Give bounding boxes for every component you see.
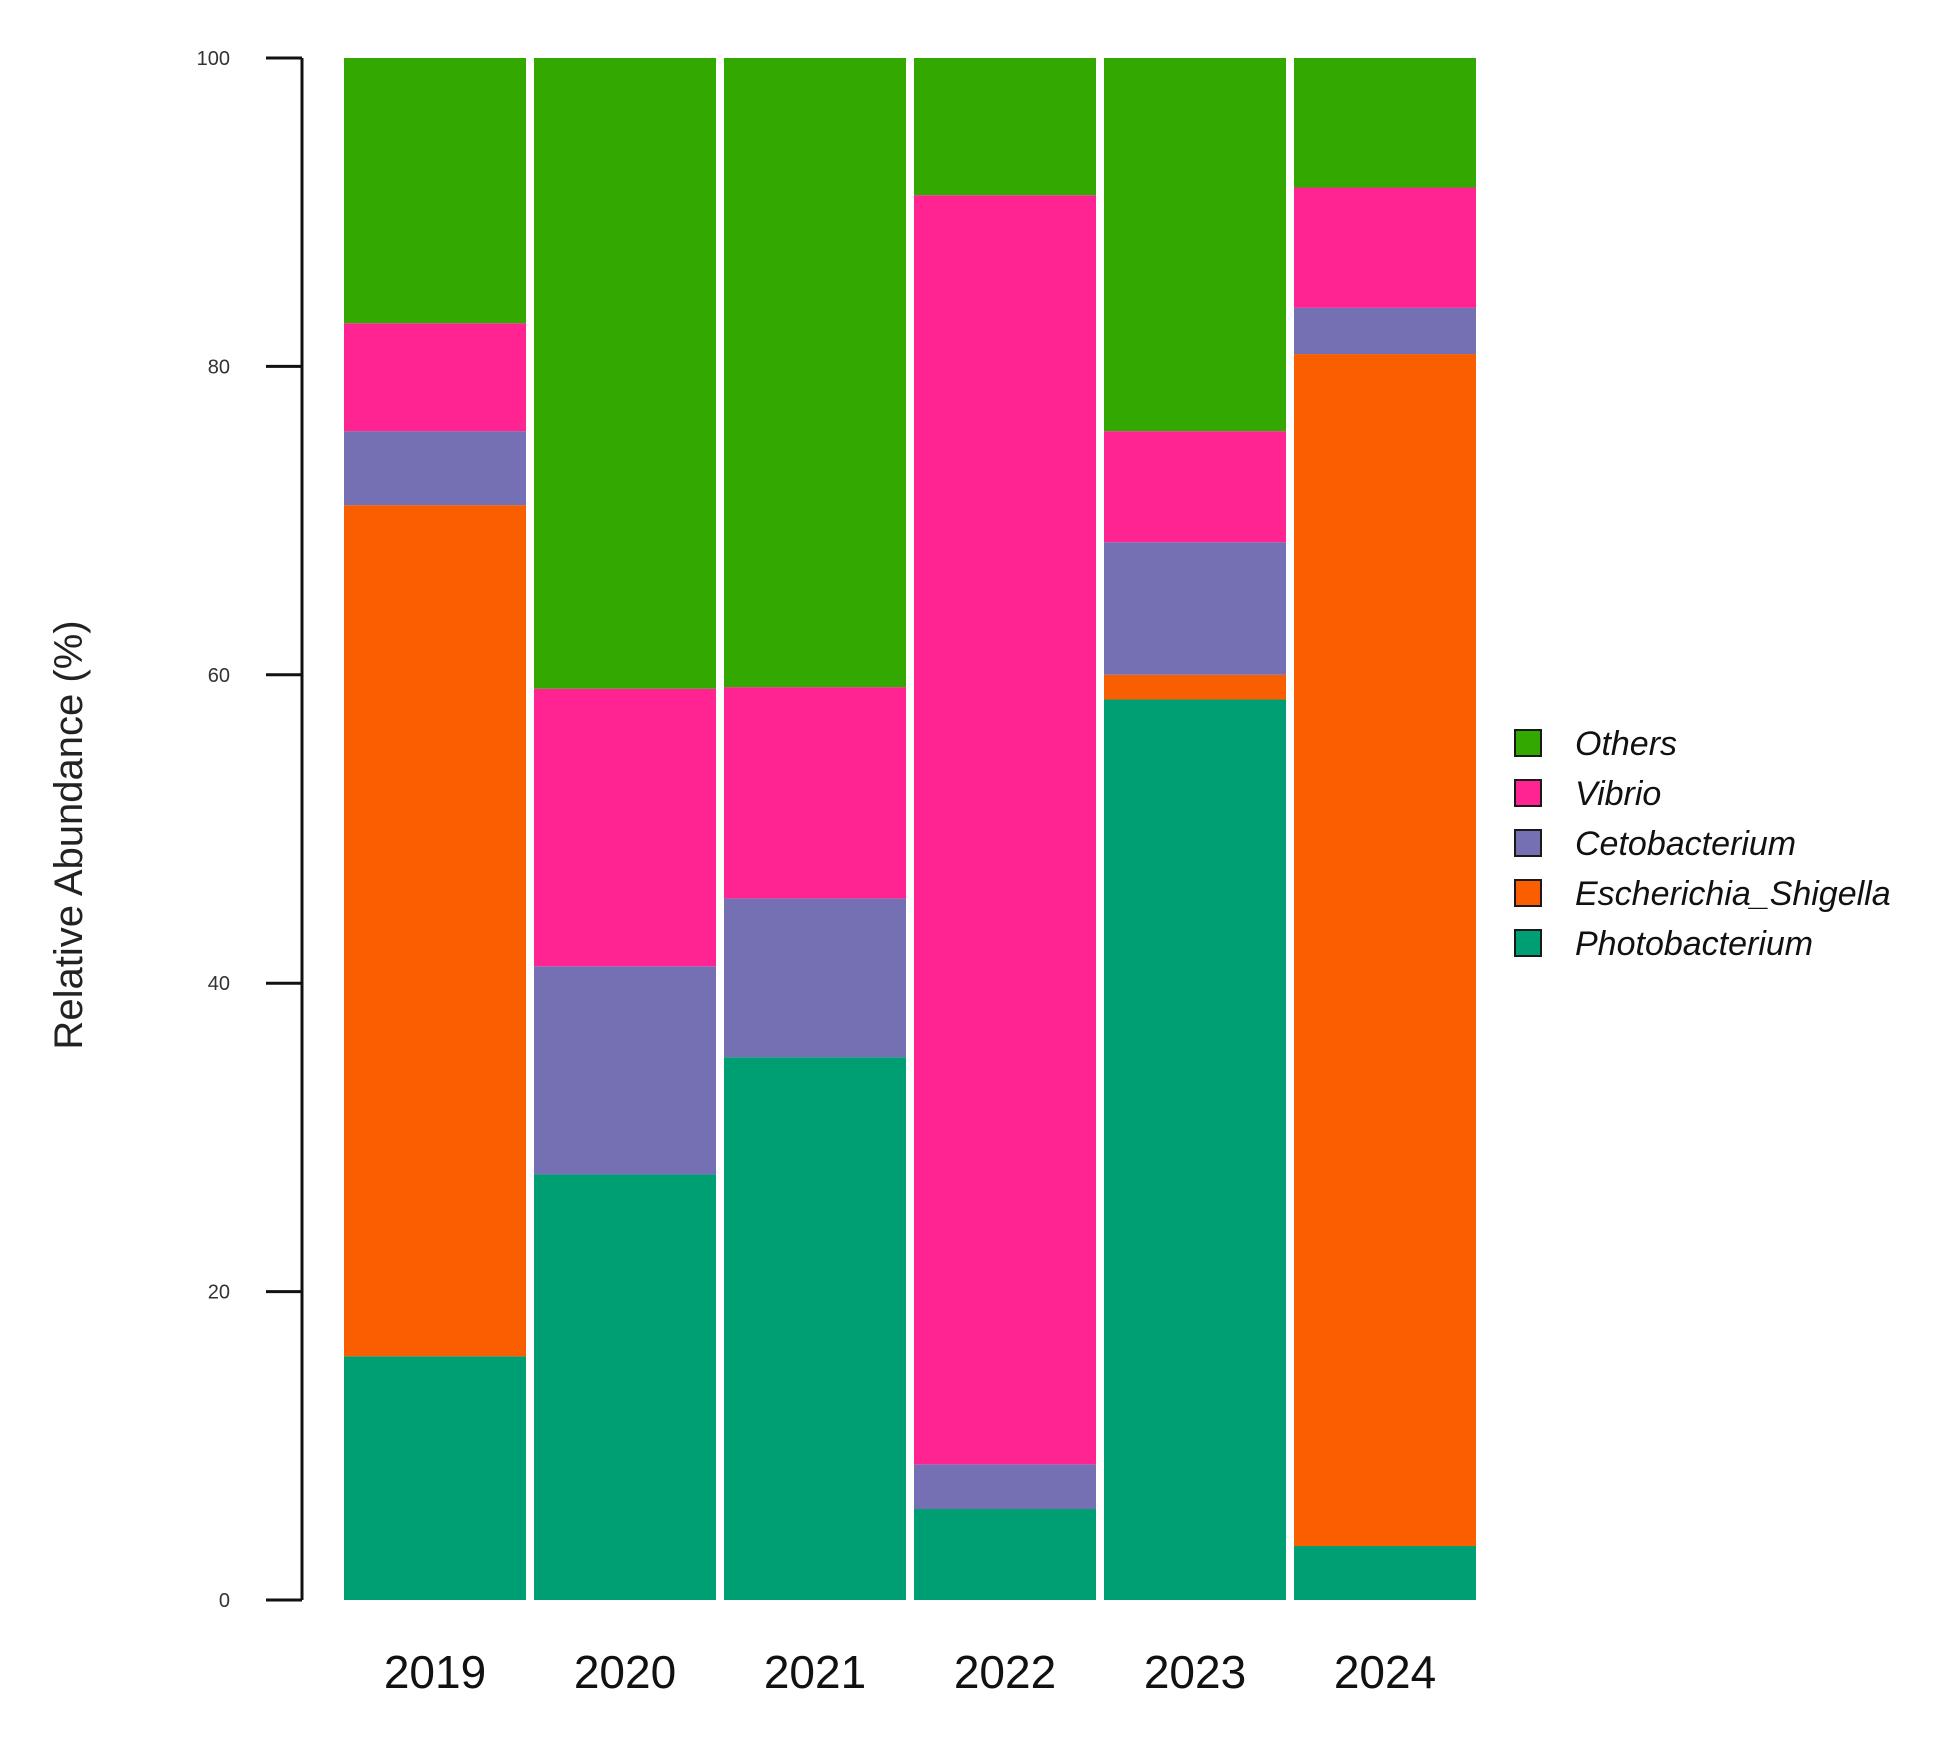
bar-segment-2023-cetobacterium [1104, 542, 1286, 675]
bar-stack-2023 [1104, 58, 1286, 1600]
bar-segment-2019-vibrio [344, 323, 526, 432]
bar-segment-2021-vibrio [724, 687, 906, 899]
x-tick-label-2022: 2022 [954, 1646, 1056, 1698]
bar-segment-2020-others [534, 58, 716, 689]
legend-label-others: Others [1575, 725, 1677, 763]
y-axis: 0 20 40 60 80 100 [197, 48, 304, 1612]
bar-segment-2024-others [1294, 58, 1476, 188]
legend: Others Vibrio Cetobacterium Escherichia_Shi… [1514, 725, 1891, 963]
legend-swatch-photobacterium [1514, 929, 1542, 957]
legend-item-photobacterium: Photobacterium [1514, 925, 1813, 963]
y-tick-label-60: 60 [208, 665, 230, 687]
bar-segment-2022-others [914, 58, 1096, 196]
bar-segment-2023-vibrio [1104, 431, 1286, 543]
bar-segment-2022-vibrio [914, 195, 1096, 1465]
x-tick-label-2019: 2019 [384, 1646, 486, 1698]
legend-swatch-others [1514, 729, 1542, 757]
y-tick-label-80: 80 [208, 356, 230, 378]
bar-segment-2022-photobacterium [914, 1509, 1096, 1600]
bar-segment-2024-vibrio [1294, 187, 1476, 308]
bar-stack-2020 [534, 58, 716, 1600]
bar-segment-2019-escherichia-shigella [344, 505, 526, 1357]
x-tick-label-2020: 2020 [574, 1646, 676, 1698]
x-tick-label-2021: 2021 [764, 1646, 866, 1698]
x-tick-label-2024: 2024 [1334, 1646, 1436, 1698]
legend-label-vibrio: Vibrio [1575, 775, 1661, 813]
bar-segment-2022-cetobacterium [914, 1464, 1096, 1510]
legend-swatch-escherichia-shigella [1514, 879, 1542, 907]
bar-segment-2021-cetobacterium [724, 898, 906, 1058]
legend-label-cetobacterium: Cetobacterium [1575, 825, 1796, 863]
bar-segment-2019-others [344, 58, 526, 324]
bar-segment-2020-cetobacterium [534, 966, 716, 1175]
legend-label-escherichia-shigella: Escherichia_Shigella [1575, 875, 1891, 913]
bar-segment-2020-vibrio [534, 688, 716, 967]
y-tick-label-20: 20 [208, 1282, 230, 1304]
bar-stack-2021 [724, 58, 906, 1600]
legend-item-escherichia-shigella: Escherichia_Shigella [1514, 875, 1891, 913]
y-tick-label-40: 40 [208, 973, 230, 995]
legend-label-photobacterium: Photobacterium [1575, 925, 1813, 963]
bar-segment-2021-others [724, 58, 906, 688]
y-tick-label-100: 100 [197, 48, 230, 70]
bar-segment-2023-others [1104, 58, 1286, 432]
legend-item-others: Others [1514, 725, 1677, 763]
bar-segment-2024-photobacterium [1294, 1546, 1476, 1600]
bar-segment-2024-cetobacterium [1294, 307, 1476, 355]
bar-stack-2019 [344, 58, 526, 1600]
y-tick-label-0: 0 [219, 1590, 230, 1612]
legend-item-cetobacterium: Cetobacterium [1514, 825, 1796, 863]
legend-swatch-cetobacterium [1514, 829, 1542, 857]
legend-swatch-vibrio [1514, 779, 1542, 807]
bar-segment-2023-escherichia-shigella [1104, 674, 1286, 700]
bar-segment-2019-photobacterium [344, 1356, 526, 1600]
bar-segment-2021-photobacterium [724, 1057, 906, 1600]
bar-segment-2019-cetobacterium [344, 431, 526, 506]
x-tick-label-2023: 2023 [1144, 1646, 1246, 1698]
y-axis-title: Relative Abundance (%) [47, 620, 91, 1049]
bars-layer [344, 58, 1476, 1600]
bar-segment-2024-escherichia-shigella [1294, 354, 1476, 1547]
bar-segment-2023-photobacterium [1104, 699, 1286, 1600]
legend-item-vibrio: Vibrio [1514, 775, 1661, 813]
bar-segment-2020-photobacterium [534, 1174, 716, 1600]
bar-stack-2022 [914, 58, 1096, 1600]
x-axis-labels: 2019 2020 2021 2022 2023 2024 [384, 1646, 1436, 1698]
bar-stack-2024 [1294, 58, 1476, 1600]
